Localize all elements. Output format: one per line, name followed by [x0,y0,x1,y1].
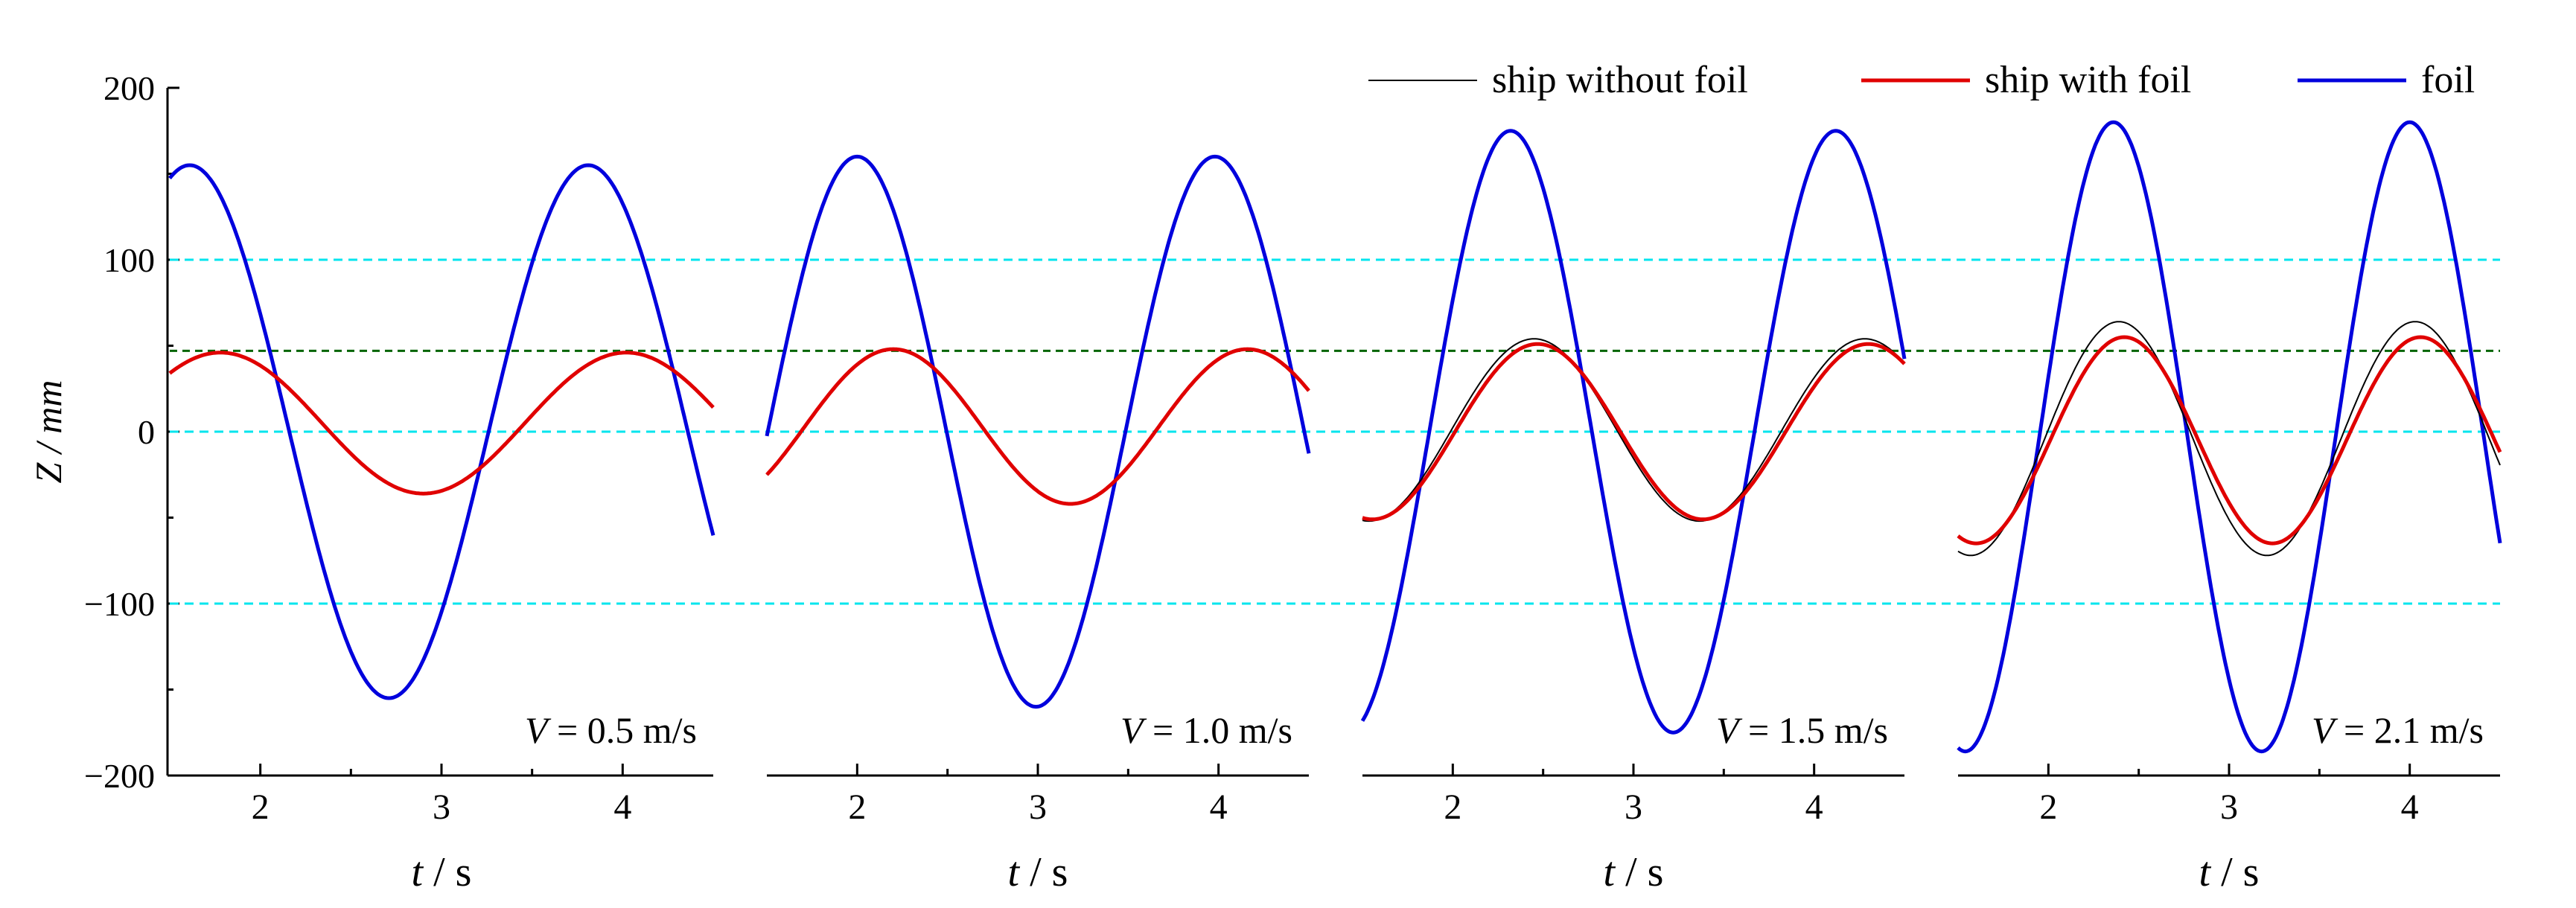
legend: ship without foil ship with foil foil [1368,59,2475,101]
x-tick-label: 3 [2220,787,2238,827]
y-axis-label: Z / mm [28,380,69,484]
panels: 2 3 4 t / s V = 0.5 m/s 2 3 4 t / s V = 1.0 m/s 2 3… [168,120,2502,895]
legend-label: ship with foil [1985,59,2191,101]
x-tick-label: 4 [1210,787,1228,827]
series-line-ship-with-foil [168,351,715,496]
series-line-foil [168,163,715,700]
series-line-ship-with-foil [1957,335,2502,546]
series-line-foil [765,154,1311,709]
x-tick-label: 2 [252,787,270,827]
series-line-foil [1957,120,2502,754]
y-tick-labels: 200 100 0 −100 −200 [84,69,155,795]
panel-label: V = 0.5 m/s [525,709,697,751]
legend-label: ship without foil [1492,59,1748,101]
x-tick-label: 4 [2401,787,2419,827]
panel-label: V = 2.1 m/s [2312,709,2484,751]
x-tick-label: 3 [433,787,450,827]
panel-1: 2 3 4 t / s V = 0.5 m/s [168,163,715,895]
y-tick-label: 100 [103,241,155,279]
x-tick-label: 2 [1444,787,1461,827]
y-tick-label: −200 [84,757,155,795]
x-axis-label: t / s [1604,849,1664,895]
x-tick-label: 4 [613,787,631,827]
series-line-ship-with-foil [1362,342,1906,522]
panel-4: 2 3 4 t / s V = 2.1 m/s [1957,120,2502,895]
x-axis-label: t / s [2199,849,2260,895]
panel-2: 2 3 4 t / s V = 1.0 m/s [765,154,1311,895]
panel-label: V = 1.0 m/s [1120,709,1292,751]
series-line-ship-with-foil [765,347,1310,506]
y-tick-label: 200 [103,69,155,107]
y-axis: Z / mm 200 100 0 −100 −200 [28,69,179,795]
series-line-foil [1360,129,1907,735]
y-tick-label: −100 [84,585,155,623]
legend-label: foil [2421,59,2475,101]
x-axis-label: t / s [1008,849,1068,895]
x-tick-label: 2 [2039,787,2057,827]
x-tick-label: 3 [1625,787,1642,827]
series-line-ship-without-foil [1362,338,1905,522]
panel-3: 2 3 4 t / s V = 1.5 m/s [1360,129,1907,895]
x-axis-label: t / s [412,849,472,895]
x-tick-label: 2 [848,787,866,827]
x-tick-label: 3 [1029,787,1047,827]
x-tick-label: 4 [1805,787,1823,827]
y-tick-label: 0 [138,413,155,451]
series-line-ship-without-foil [1957,321,2501,557]
reference-lines [170,258,2500,605]
panel-label: V = 1.5 m/s [1716,709,1888,751]
